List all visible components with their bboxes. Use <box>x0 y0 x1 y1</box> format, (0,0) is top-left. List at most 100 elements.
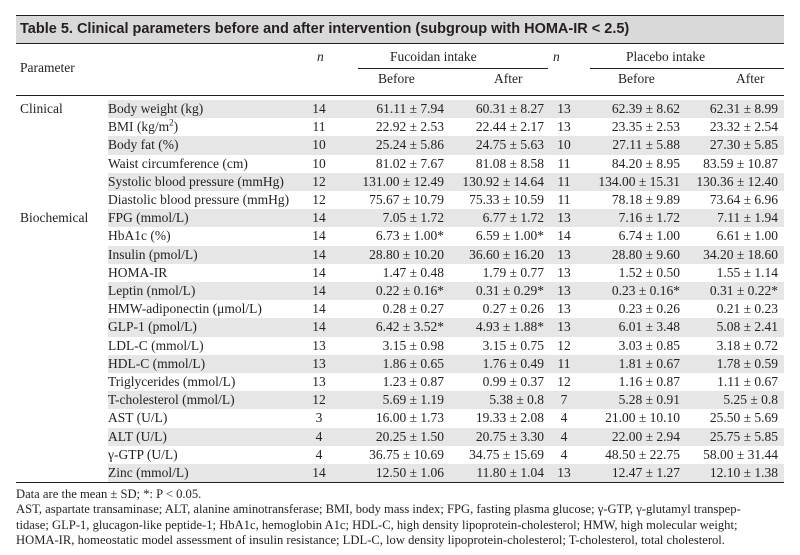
row-n-placebo: 13 <box>550 100 578 119</box>
table-row: T-cholesterol (mmol/L) 12 5.69 ± 1.19 5.38 … <box>16 391 784 410</box>
note-line: AST, aspartate transaminase; ALT, alanin… <box>16 502 741 517</box>
table-row: Leptin (nmol/L) 14 0.22 ± 0.16* 0.31 ± 0.29… <box>16 282 784 301</box>
row-placebo-after: 34.20 ± 18.60 <box>686 245 784 264</box>
row-parameter: Systolic blood pressure (mmHg) <box>108 172 305 192</box>
row-fucoidan-after: 20.75 ± 3.30 <box>450 427 550 446</box>
table-figure: Table 5. Clinical parameters before and … <box>16 15 784 548</box>
row-fucoidan-after: 4.93 ± 1.88* <box>450 318 550 337</box>
row-n-fucoidan: 3 <box>315 410 323 426</box>
header-placebo-after: After <box>736 71 765 86</box>
row-n-placebo: 13 <box>550 209 578 228</box>
row-category <box>16 136 108 154</box>
row-fucoidan-before: 131.00 ± 12.49 <box>333 172 450 192</box>
row-placebo-after: 5.25 ± 0.8 <box>686 391 784 410</box>
row-n-placebo: 10 <box>550 136 578 155</box>
row-n-placebo: 11 <box>550 172 578 192</box>
row-n-fucoidan: 12 <box>312 192 326 208</box>
row-placebo-after: 58.00 ± 31.44 <box>703 446 778 462</box>
header-fucoidan-before: Before <box>378 71 415 86</box>
row-parameter: Body weight (kg) <box>108 100 305 119</box>
row-placebo-before: 48.50 ± 22.75 <box>605 446 680 462</box>
row-placebo-before: 5.28 ± 0.91 <box>578 391 686 410</box>
row-parameter: HDL-C (mmol/L) <box>108 354 305 374</box>
row-fucoidan-before: 1.23 ± 0.87 <box>382 374 444 390</box>
row-placebo-before: 1.81 ± 0.67 <box>578 354 686 374</box>
placebo-rule <box>590 68 784 69</box>
note-line: HOMA-IR, homeostatic model assessment of… <box>16 532 725 547</box>
row-n-fucoidan: 13 <box>305 354 333 374</box>
row-placebo-before: 0.23 ± 0.26 <box>618 301 680 317</box>
data-table: Clinical Body weight (kg) 14 61.11 ± 7.94 60… <box>16 100 784 483</box>
table-row: Waist circumference (cm) 10 81.02 ± 7.67 81… <box>16 155 784 173</box>
row-fucoidan-before: 36.75 ± 10.69 <box>369 446 444 462</box>
row-n-placebo: 7 <box>550 391 578 410</box>
row-placebo-before: 84.20 ± 8.95 <box>611 155 680 171</box>
row-n-placebo: 14 <box>557 228 571 244</box>
table-row: Body fat (%) 10 25.24 ± 5.86 24.75 ± 5.63 10… <box>16 136 784 155</box>
table-row: Diastolic blood pressure (mmHg) 12 75.67 ±… <box>16 191 784 209</box>
row-placebo-after: 83.59 ± 10.87 <box>703 155 778 171</box>
table-row: Biochemical FPG (mmol/L) 14 7.05 ± 1.72 6.77… <box>16 209 784 228</box>
row-n-fucoidan: 14 <box>305 209 333 228</box>
row-parameter: HOMA-IR <box>108 264 168 280</box>
row-parameter: AST (U/L) <box>108 410 168 426</box>
row-fucoidan-before: 75.67 ± 10.79 <box>369 192 444 208</box>
header-placebo: Placebo intake <box>626 49 706 64</box>
table-row: HOMA-IR 14 1.47 ± 0.48 1.79 ± 0.77 13 1.52 ± … <box>16 264 784 282</box>
row-n-placebo: 12 <box>557 374 571 390</box>
table-notes: Data are the mean ± SD; *: P < 0.05. AST… <box>16 487 784 548</box>
row-n-fucoidan: 10 <box>312 155 326 171</box>
row-n-placebo: 13 <box>557 264 571 280</box>
table-row: Insulin (pmol/L) 14 28.80 ± 10.20 36.60 ± 1… <box>16 245 784 264</box>
table-row: Clinical Body weight (kg) 14 61.11 ± 7.94 60… <box>16 100 784 119</box>
row-fucoidan-before: 20.25 ± 1.50 <box>333 427 450 446</box>
note-line: tidase; GLP-1, glucagon-like peptide-1; … <box>16 517 738 532</box>
row-placebo-before: 0.23 ± 0.16* <box>578 282 686 301</box>
row-parameter: HMW-adiponectin (μmol/L) <box>108 301 262 317</box>
row-fucoidan-after: 24.75 ± 5.63 <box>450 136 550 155</box>
row-category <box>16 446 108 464</box>
row-n-fucoidan: 11 <box>312 119 326 135</box>
row-fucoidan-after: 34.75 ± 15.69 <box>469 446 544 462</box>
row-n-placebo: 4 <box>550 427 578 446</box>
row-category <box>16 318 108 336</box>
row-placebo-before: 78.18 ± 9.89 <box>611 192 680 208</box>
row-placebo-after: 7.11 ± 1.94 <box>686 209 784 228</box>
row-parameter: GLP-1 (pmol/L) <box>108 318 305 337</box>
row-fucoidan-after: 11.80 ± 1.04 <box>450 464 550 483</box>
row-placebo-before: 27.11 ± 5.88 <box>578 136 686 155</box>
row-n-fucoidan: 14 <box>305 100 333 119</box>
row-parameter: BMI (kg/m2) <box>108 117 179 135</box>
row-fucoidan-before: 28.80 ± 10.20 <box>333 245 450 264</box>
row-fucoidan-before: 0.28 ± 0.27 <box>382 301 444 317</box>
header-fucoidan-after: After <box>494 71 523 86</box>
row-fucoidan-after: 60.31 ± 8.27 <box>450 100 550 119</box>
row-category <box>16 300 108 318</box>
row-placebo-before: 23.35 ± 2.53 <box>611 119 680 135</box>
row-n-placebo: 13 <box>550 464 578 483</box>
fucoidan-rule <box>358 68 548 69</box>
row-placebo-before: 28.80 ± 9.60 <box>578 245 686 264</box>
row-fucoidan-before: 6.73 ± 1.00* <box>375 228 444 244</box>
row-placebo-after: 25.75 ± 5.85 <box>686 427 784 446</box>
row-parameter: HbA1c (%) <box>108 228 171 244</box>
row-n-fucoidan: 4 <box>305 427 333 446</box>
row-category <box>16 155 108 173</box>
table-row: HDL-C (mmol/L) 13 1.86 ± 0.65 1.76 ± 0.49 11… <box>16 354 784 374</box>
row-placebo-after: 5.08 ± 2.41 <box>686 318 784 337</box>
header-placebo-before: Before <box>618 71 655 86</box>
row-category <box>16 173 108 191</box>
row-n-placebo: 13 <box>557 301 571 317</box>
table-row: ALT (U/L) 4 20.25 ± 1.50 20.75 ± 3.30 4 22.00… <box>16 427 784 446</box>
row-fucoidan-before: 16.00 ± 1.73 <box>375 410 444 426</box>
row-parameter: FPG (mmol/L) <box>108 209 305 228</box>
row-placebo-before: 21.00 ± 10.10 <box>605 410 680 426</box>
row-n-fucoidan: 14 <box>312 301 326 317</box>
row-parameter: Waist circumference (cm) <box>108 155 248 171</box>
row-placebo-after: 6.61 ± 1.00 <box>716 228 778 244</box>
row-placebo-after: 25.50 ± 5.69 <box>709 410 778 426</box>
row-fucoidan-before: 1.47 ± 0.48 <box>382 264 444 280</box>
row-n-fucoidan: 14 <box>312 264 326 280</box>
row-category <box>16 391 108 409</box>
table-row: BMI (kg/m2) 11 22.92 ± 2.53 22.44 ± 2.17 13 2… <box>16 118 784 136</box>
